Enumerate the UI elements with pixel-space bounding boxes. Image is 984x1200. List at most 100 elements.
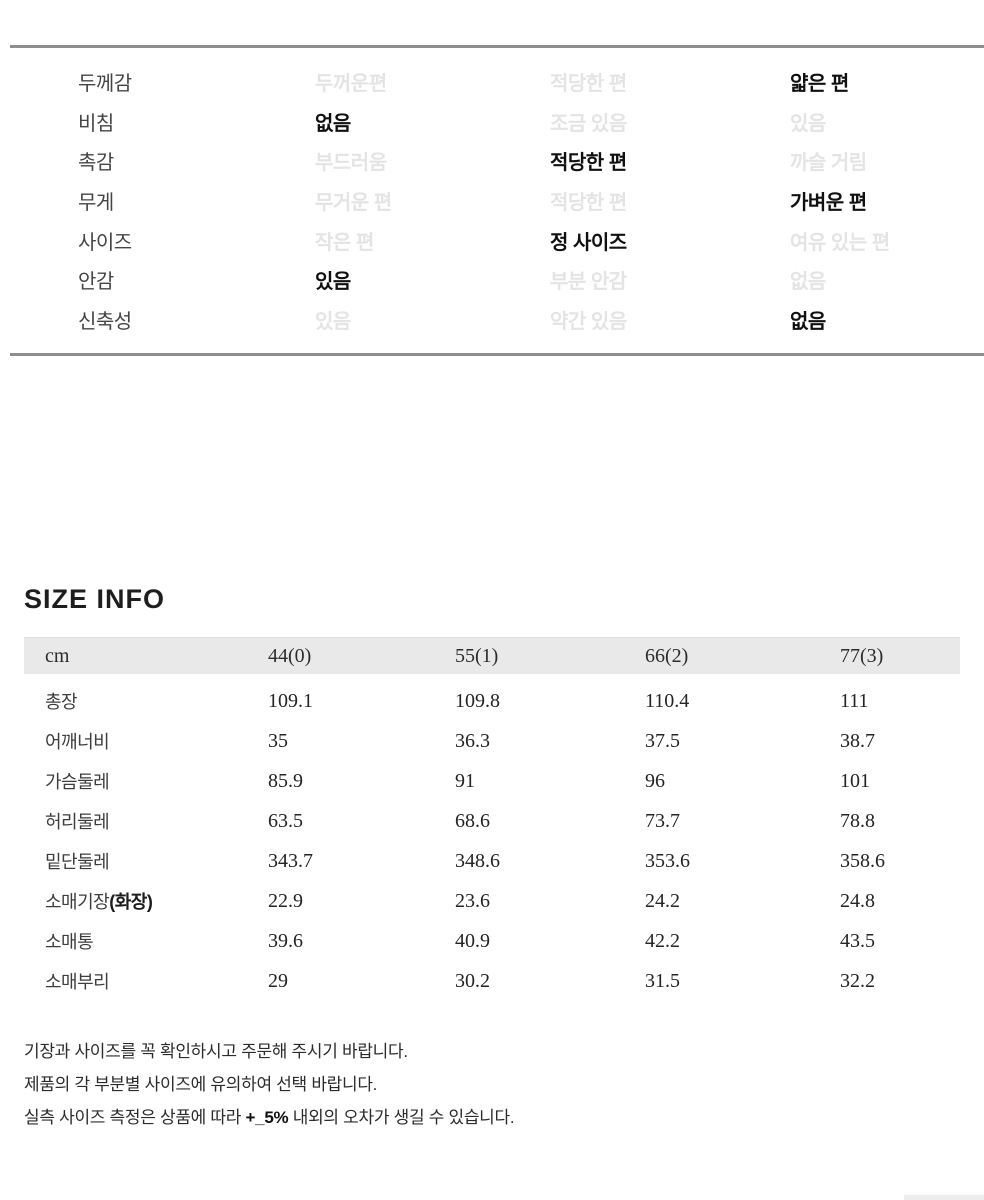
- size-value: 32.2: [840, 969, 875, 992]
- size-value: 36.3: [455, 729, 490, 752]
- fabric-option: 약간 있음: [550, 310, 627, 333]
- size-table-header-row: cm 44(0) 55(1) 66(2) 77(3): [24, 637, 960, 674]
- size-value: 39.6: [268, 929, 303, 952]
- size-value: 24.2: [645, 889, 680, 912]
- fabric-attr-label: 안감: [78, 271, 114, 294]
- size-value: 22.9: [268, 889, 303, 912]
- fabric-attr-label: 사이즈: [78, 231, 132, 254]
- fabric-attr-label: 무게: [78, 192, 114, 215]
- size-value: 110.4: [645, 689, 690, 712]
- notice-line: 제품의 각 부분별 사이즈에 유의하여 선택 바랍니다.: [24, 1075, 378, 1094]
- fabric-row-weight: 무게 무거운 편 적당한 편 가벼운 편: [78, 181, 984, 221]
- size-value: 30.2: [455, 969, 490, 992]
- fabric-option-selected: 없음: [315, 112, 351, 135]
- size-col-66: 66(2): [645, 644, 689, 667]
- fabric-option-selected: 정 사이즈: [550, 231, 627, 254]
- size-info-heading: SIZE INFO: [24, 584, 166, 615]
- fabric-option: 적당한 편: [550, 73, 627, 96]
- size-value: 43.5: [840, 929, 875, 952]
- size-value: 73.7: [645, 809, 680, 832]
- fabric-row-size-fit: 사이즈 작은 편 정 사이즈 여유 있는 편: [78, 220, 984, 260]
- fabric-option-selected: 없음: [790, 310, 826, 333]
- fabric-option-selected: 적당한 편: [550, 152, 627, 175]
- size-value: 63.5: [268, 809, 303, 832]
- fabric-option: 없음: [790, 271, 826, 294]
- fabric-attr-label: 신축성: [78, 310, 132, 333]
- fabric-row-texture: 촉감 부드러움 적당한 편 까슬 거림: [78, 141, 984, 181]
- fabric-option: 있음: [790, 112, 826, 135]
- size-row-label: 소매통: [45, 932, 94, 952]
- fabric-option: 까슬 거림: [790, 152, 867, 175]
- size-value: 42.2: [645, 929, 680, 952]
- fabric-attr-label: 비침: [78, 112, 114, 135]
- fabric-option: 두꺼운편: [315, 73, 387, 96]
- size-value: 358.6: [840, 849, 885, 872]
- fabric-attr-label: 두께감: [78, 73, 132, 96]
- size-value: 29: [268, 969, 288, 992]
- size-table: cm 44(0) 55(1) 66(2) 77(3) 총장 109.1 109.…: [24, 637, 960, 1001]
- size-value: 85.9: [268, 769, 303, 792]
- top-divider: [10, 45, 984, 48]
- size-value: 91: [455, 769, 475, 792]
- size-value: 37.5: [645, 729, 680, 752]
- size-row-cuff: 소매부리 29 30.2 31.5 32.2: [24, 961, 960, 1001]
- fabric-option: 적당한 편: [550, 192, 627, 215]
- size-value: 38.7: [840, 729, 875, 752]
- fabric-option: 작은 편: [315, 231, 374, 254]
- size-value: 109.8: [455, 689, 500, 712]
- fabric-option: 무거운 편: [315, 192, 392, 215]
- size-value: 343.7: [268, 849, 313, 872]
- size-value: 40.9: [455, 929, 490, 952]
- size-value: 348.6: [455, 849, 500, 872]
- notice-line: 실측 사이즈 측정은 상품에 따라 +_5% 내외의 오차가 생길 수 있습니다…: [24, 1108, 515, 1127]
- size-row-label: 어깨너비: [45, 732, 110, 752]
- size-row-sleeve-length: 소매기장(화장) 22.9 23.6 24.2 24.8: [24, 881, 960, 921]
- section-divider: [10, 353, 984, 356]
- size-row-bust: 가슴둘레 85.9 91 96 101: [24, 761, 960, 801]
- fabric-row-thickness: 두께감 두꺼운편 적당한 편 얇은 편: [78, 62, 984, 102]
- size-value: 24.8: [840, 889, 875, 912]
- size-table-unit-header: cm: [45, 644, 70, 667]
- size-row-waist: 허리둘레 63.5 68.6 73.7 78.8: [24, 801, 960, 841]
- size-table-body: 총장 109.1 109.8 110.4 111 어깨너비 35 36.3 37…: [24, 681, 960, 1001]
- fabric-option: 조금 있음: [550, 112, 627, 135]
- fabric-attr-label: 촉감: [78, 152, 114, 175]
- fabric-row-lining: 안감 있음 부분 안감 없음: [78, 260, 984, 300]
- fabric-option: 있음: [315, 310, 351, 333]
- size-row-total-length: 총장 109.1 109.8 110.4 111: [24, 681, 960, 721]
- size-row-label-suffix: (화장): [109, 892, 153, 912]
- fabric-option-selected: 가벼운 편: [790, 192, 867, 215]
- fabric-row-stretch: 신축성 있음 약간 있음 없음: [78, 300, 984, 340]
- size-value: 23.6: [455, 889, 490, 912]
- size-col-44: 44(0): [268, 644, 312, 667]
- size-row-sleeve-width: 소매통 39.6 40.9 42.2 43.5: [24, 921, 960, 961]
- size-row-label: 밑단둘레: [45, 852, 110, 872]
- tolerance-value: +_5%: [245, 1108, 289, 1127]
- size-value: 78.8: [840, 809, 875, 832]
- fabric-option: 부드러움: [315, 152, 387, 175]
- size-row-hem: 밑단둘레 343.7 348.6 353.6 358.6: [24, 841, 960, 881]
- size-row-label: 총장: [45, 692, 78, 712]
- size-value: 31.5: [645, 969, 680, 992]
- size-value: 111: [840, 689, 869, 712]
- fabric-option: 부분 안감: [550, 271, 627, 294]
- size-value: 35: [268, 729, 288, 752]
- fabric-info-table: 두께감 두꺼운편 적당한 편 얇은 편 비침 없음 조금 있음 있음 촉감 부드…: [78, 62, 984, 339]
- size-row-shoulder: 어깨너비 35 36.3 37.5 38.7: [24, 721, 960, 761]
- fabric-option: 여유 있는 편: [790, 231, 890, 254]
- size-row-label: 허리둘레: [45, 812, 110, 832]
- size-value: 101: [840, 769, 870, 792]
- size-value: 109.1: [268, 689, 313, 712]
- size-value: 68.6: [455, 809, 490, 832]
- size-value: 353.6: [645, 849, 690, 872]
- bottom-right-strip: [904, 1195, 984, 1200]
- size-row-label: 소매부리: [45, 972, 110, 992]
- size-row-label: 소매기장(화장): [45, 892, 153, 912]
- notice-line: 기장과 사이즈를 꼭 확인하시고 주문해 주시기 바랍니다.: [24, 1042, 408, 1061]
- size-row-label: 가슴둘레: [45, 772, 110, 792]
- size-col-55: 55(1): [455, 644, 499, 667]
- fabric-row-sheerness: 비침 없음 조금 있음 있음: [78, 102, 984, 142]
- size-value: 96: [645, 769, 665, 792]
- size-col-77: 77(3): [840, 644, 884, 667]
- size-notice: 기장과 사이즈를 꼭 확인하시고 주문해 주시기 바랍니다. 제품의 각 부분별…: [24, 1042, 960, 1141]
